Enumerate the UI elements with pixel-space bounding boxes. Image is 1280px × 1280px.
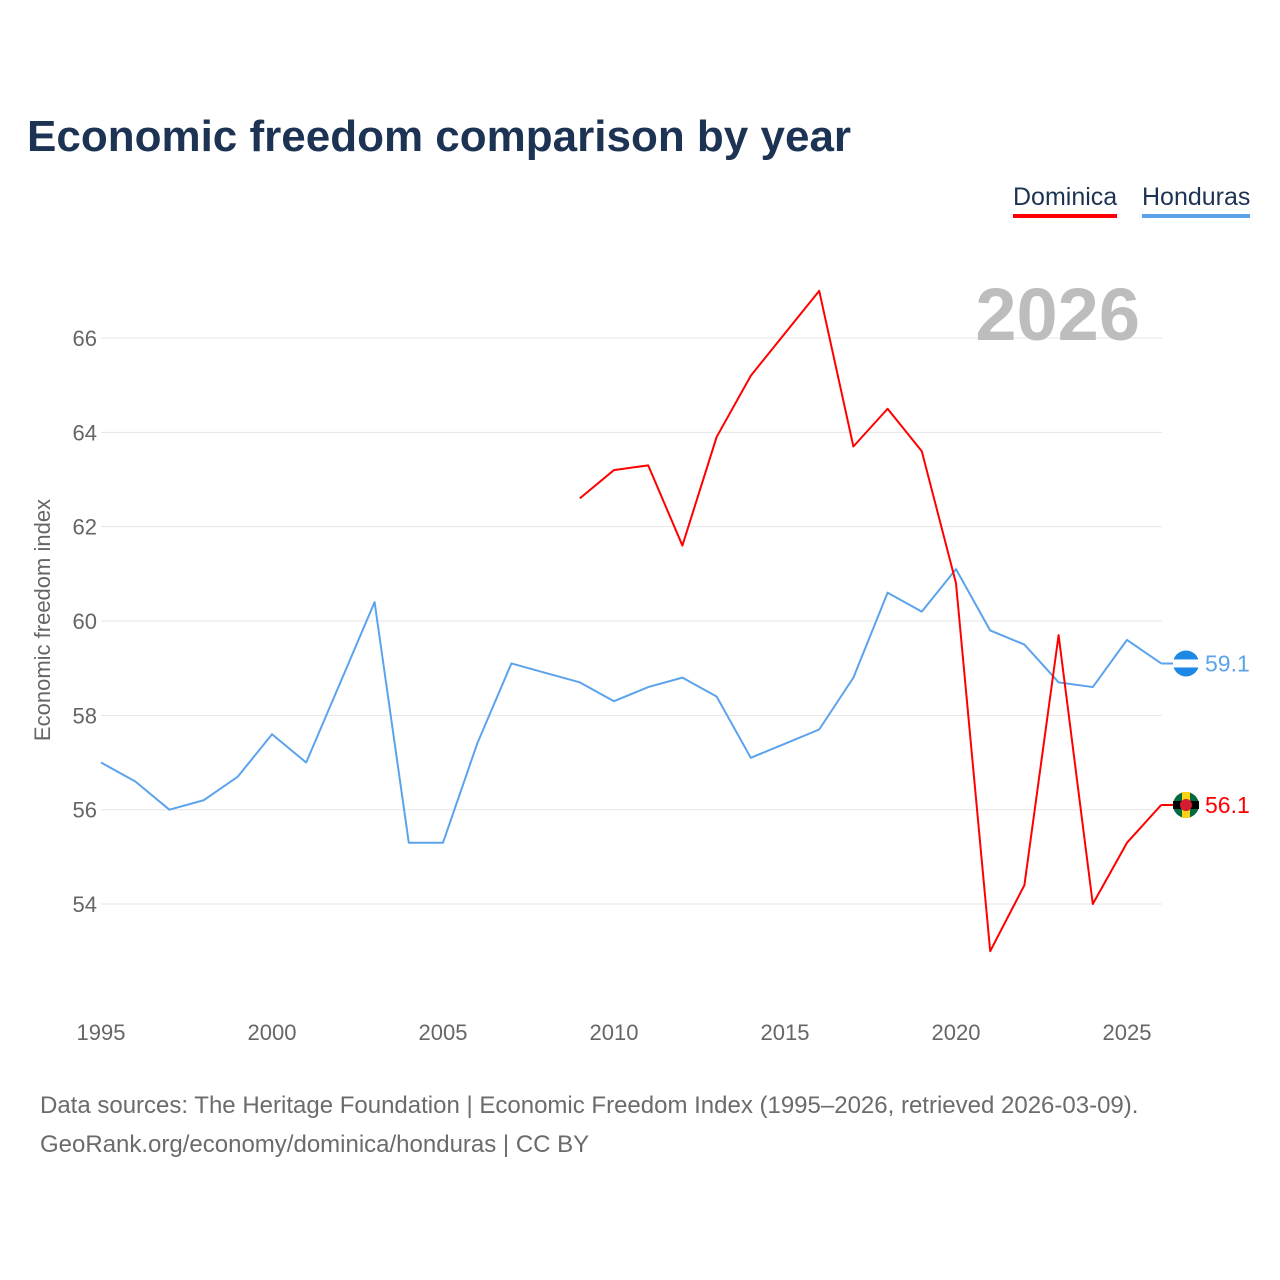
y-tick-label: 66 [73, 326, 97, 351]
series-line-dominica [579, 289, 1162, 953]
x-tick-label: 2020 [932, 1020, 981, 1045]
y-tick-label: 58 [73, 703, 97, 728]
x-tick-label: 2015 [761, 1020, 810, 1045]
end-value-label: 56.1 [1205, 792, 1250, 818]
x-tick-label: 2000 [248, 1020, 297, 1045]
flag-stripe [1173, 659, 1199, 668]
y-axis-label: Economic freedom index [30, 499, 55, 741]
flag-disc [1180, 798, 1192, 811]
series-line-honduras [100, 568, 1162, 844]
legend-honduras[interactable]: Honduras [1142, 183, 1251, 218]
legend-dominica[interactable]: Dominica [1013, 183, 1118, 218]
y-tick-label: 64 [73, 420, 97, 445]
footer-sources: Data sources: The Heritage Foundation | … [40, 1092, 1139, 1119]
y-tick-label: 60 [73, 609, 97, 634]
x-tick-label: 2025 [1103, 1020, 1152, 1045]
honduras-flag-icon [1173, 650, 1199, 677]
dominica-flag-icon [1173, 791, 1199, 818]
x-tick-label: 1995 [77, 1020, 126, 1045]
x-tick-label: 2005 [419, 1020, 468, 1045]
year-watermark: 2026 [975, 273, 1140, 356]
x-tick-label: 2010 [590, 1020, 639, 1045]
y-tick-label: 54 [73, 892, 97, 917]
footer-link[interactable]: GeoRank.org/economy/dominica/honduras | … [40, 1131, 590, 1158]
end-value-label: 59.1 [1205, 650, 1250, 676]
footer: Data sources: The Heritage Foundation | … [40, 1086, 1138, 1164]
y-tick-label: 56 [73, 798, 97, 823]
chart-title: Economic freedom comparison by year [27, 112, 852, 161]
y-tick-label: 62 [73, 515, 97, 540]
